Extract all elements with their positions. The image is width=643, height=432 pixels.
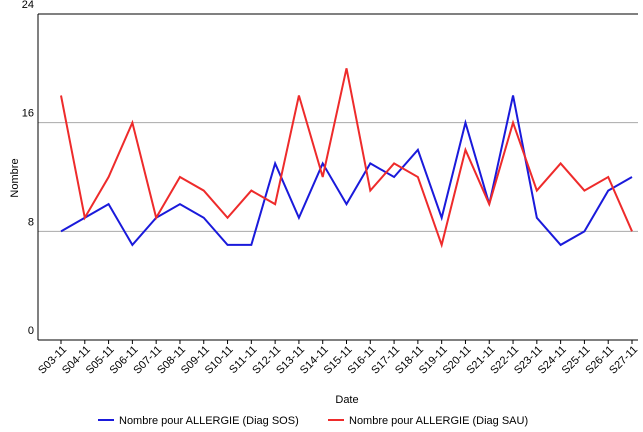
y-tick-label: 8 (28, 216, 34, 228)
legend-label: Nombre pour ALLERGIE (Diag SOS) (119, 415, 299, 427)
series-line (60, 95, 633, 247)
y-axis-label: Nombre (9, 158, 21, 197)
series-line (60, 68, 633, 249)
x-axis-label: Date (335, 394, 358, 406)
y-tick-label: 16 (22, 108, 34, 120)
legend-label: Nombre pour ALLERGIE (Diag SAU) (349, 415, 528, 427)
y-tick-label: 0 (28, 325, 34, 337)
y-tick-label: 24 (22, 0, 34, 11)
